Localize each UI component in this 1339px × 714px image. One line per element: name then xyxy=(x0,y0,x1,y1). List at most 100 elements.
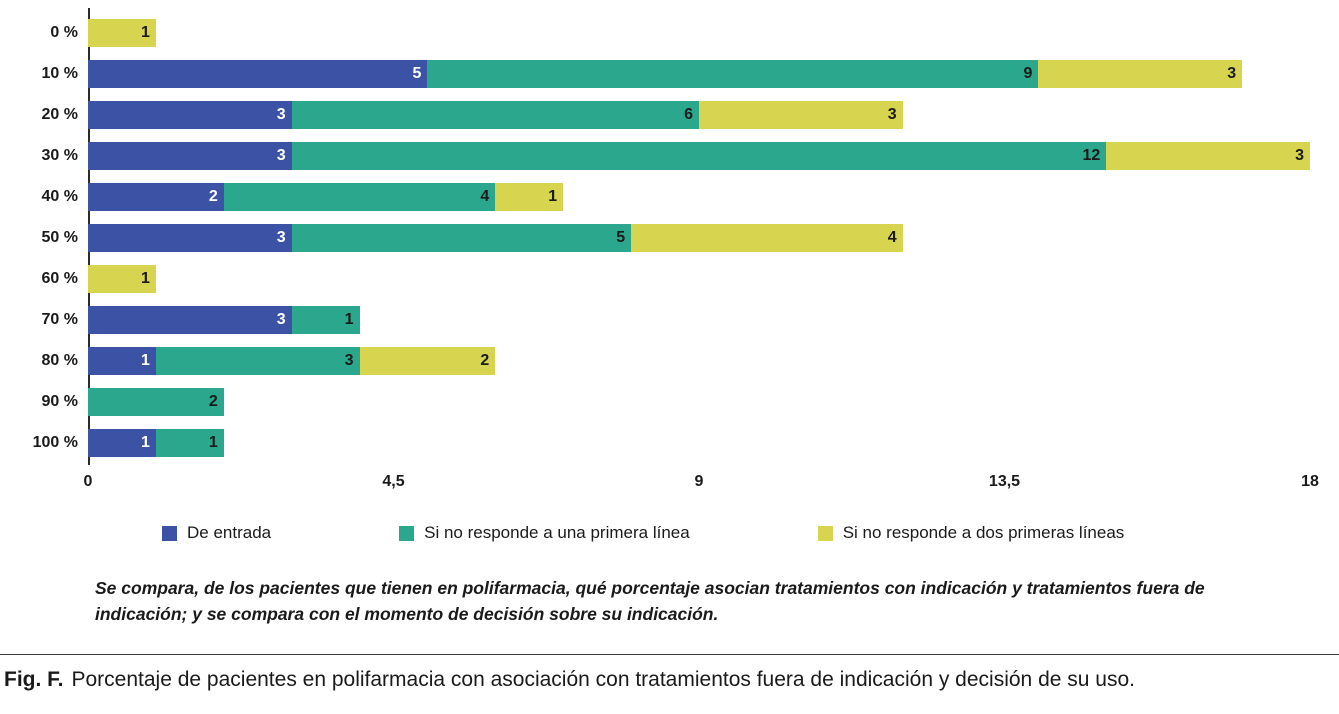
chart-row: 30 % 3 12 3 xyxy=(0,135,1339,176)
bar-value-label: 3 xyxy=(276,228,286,246)
x-axis-tick-label: 18 xyxy=(1301,473,1319,490)
y-axis-tick-label: 70 % xyxy=(41,310,78,328)
bar-segment-primera-linea: 5 xyxy=(291,223,632,252)
chart-row: 80 % 1 3 2 xyxy=(0,340,1339,381)
bar-track: 3 12 3 xyxy=(88,141,1310,170)
chart-row: 70 % 3 1 xyxy=(0,299,1339,340)
bar-value-label: 1 xyxy=(344,310,354,328)
bar-value-label: 1 xyxy=(140,269,150,287)
bar-segment-primera-linea: 1 xyxy=(155,428,224,457)
chart-footnote: Se compara, de los pacientes que tienen … xyxy=(95,578,1205,625)
bar-value-label: 3 xyxy=(344,351,354,369)
bar-segment-primera-linea: 6 xyxy=(291,100,699,129)
bar-value-label: 3 xyxy=(276,310,286,328)
bar-segment-dos-primeras-lineas: 3 xyxy=(1106,141,1310,170)
bar-value-label: 2 xyxy=(480,351,490,369)
legend-item-dos-primeras-lineas: Si no responde a dos primeras líneas xyxy=(817,523,1125,543)
bar-segment-primera-linea: 9 xyxy=(427,59,1039,88)
bar-track: 1 xyxy=(88,264,1310,293)
bar-value-label: 9 xyxy=(1023,64,1033,82)
chart-row: 60 % 1 xyxy=(0,258,1339,299)
bar-value-label: 3 xyxy=(1227,64,1237,82)
figure-panel: 0 % 1 10 % 5 9 3 20 % 3 6 3 30 % 3 12 3 40 % 2 4 1 50 % 3 5 4… xyxy=(0,8,1339,714)
y-axis-tick-label: 0 % xyxy=(50,23,78,41)
y-axis-tick-label: 20 % xyxy=(41,105,78,123)
bar-segment-dos-primeras-lineas: 1 xyxy=(88,18,156,47)
chart-row: 40 % 2 4 1 xyxy=(0,176,1339,217)
bar-track: 2 xyxy=(88,387,1310,416)
figure-caption-text: Porcentaje de pacientes en polifarmacia … xyxy=(71,667,1135,691)
legend-item-primera-linea: Si no responde a una primera línea xyxy=(399,523,690,543)
chart-row: 0 % 1 xyxy=(0,12,1339,53)
bar-segment-primera-linea: 1 xyxy=(291,305,360,334)
y-axis-tick-label: 50 % xyxy=(41,228,78,246)
plot-rows: 0 % 1 10 % 5 9 3 20 % 3 6 3 30 % 3 12 3 40 % 2 4 1 50 % 3 5 4… xyxy=(0,8,1339,465)
y-axis-tick-label: 10 % xyxy=(41,64,78,82)
y-axis-tick-label: 60 % xyxy=(41,269,78,287)
bar-value-label: 4 xyxy=(887,228,897,246)
y-axis-tick-label: 90 % xyxy=(41,392,78,410)
bar-value-label: 3 xyxy=(1295,146,1304,164)
bar-value-label: 3 xyxy=(887,105,897,123)
bar-value-label: 5 xyxy=(412,64,422,82)
bar-value-label: 1 xyxy=(140,433,150,451)
bar-segment-dos-primeras-lineas: 2 xyxy=(359,346,496,375)
bar-segment-primera-linea: 12 xyxy=(291,141,1107,170)
figure-label: Fig. F. xyxy=(4,667,64,691)
y-axis-tick-label: 100 % xyxy=(32,433,78,451)
legend-item-de-entrada: De entrada xyxy=(162,523,271,543)
bar-value-label: 3 xyxy=(276,146,286,164)
bar-value-label: 2 xyxy=(208,187,218,205)
bar-value-label: 1 xyxy=(548,187,558,205)
bar-track: 5 9 3 xyxy=(88,59,1310,88)
x-axis: 0 4,5 9 13,5 18 xyxy=(84,471,1319,493)
figure-caption: Fig. F. Porcentaje de pacientes en polifa… xyxy=(4,667,1335,693)
legend-label-de-entrada: De entrada xyxy=(187,523,272,542)
bar-segment-de-entrada: 2 xyxy=(88,182,224,211)
x-axis-tick-label: 9 xyxy=(694,473,704,490)
chart-row: 90 % 2 xyxy=(0,381,1339,422)
y-axis-tick-label: 80 % xyxy=(41,351,78,369)
bar-segment-primera-linea: 3 xyxy=(155,346,360,375)
x-axis-tick-label: 0 xyxy=(83,473,93,490)
chart-row: 20 % 3 6 3 xyxy=(0,94,1339,135)
x-axis-tick-label: 4,5 xyxy=(382,473,405,490)
bar-segment-de-entrada: 3 xyxy=(88,100,292,129)
legend-swatch-primera-linea xyxy=(399,525,415,541)
x-axis-tick-label: 13,5 xyxy=(988,473,1021,490)
bar-track: 3 5 4 xyxy=(88,223,1310,252)
bar-segment-primera-linea: 2 xyxy=(88,387,224,416)
bar-track: 1 3 2 xyxy=(88,346,1310,375)
bar-value-label: 1 xyxy=(140,351,150,369)
bar-track: 1 xyxy=(88,18,1310,47)
bar-value-label: 5 xyxy=(616,228,626,246)
bar-value-label: 3 xyxy=(276,105,286,123)
bar-track: 3 6 3 xyxy=(88,100,1310,129)
bar-segment-de-entrada: 3 xyxy=(88,305,292,334)
bar-value-label: 1 xyxy=(140,23,150,41)
bar-segment-dos-primeras-lineas: 3 xyxy=(1038,59,1243,88)
bar-segment-de-entrada: 1 xyxy=(88,346,156,375)
bar-value-label: 12 xyxy=(1082,146,1101,164)
separator-line xyxy=(0,653,1339,655)
bar-segment-primera-linea: 4 xyxy=(223,182,496,211)
bar-value-label: 2 xyxy=(208,392,218,410)
bar-segment-dos-primeras-lineas: 4 xyxy=(631,223,903,252)
bar-value-label: 1 xyxy=(208,433,218,451)
legend-label-dos-primeras-lineas: Si no responde a dos primeras líneas xyxy=(842,523,1125,542)
y-axis-tick-label: 40 % xyxy=(41,187,78,205)
legend-swatch-de-entrada xyxy=(162,525,177,541)
chart-row: 10 % 5 9 3 xyxy=(0,53,1339,94)
bar-value-label: 6 xyxy=(684,105,693,123)
chart-row: 100 % 1 1 xyxy=(0,422,1339,463)
y-axis-tick-label: 30 % xyxy=(41,146,78,164)
bar-segment-de-entrada: 1 xyxy=(88,428,156,457)
chart-row: 50 % 3 5 4 xyxy=(0,217,1339,258)
bar-segment-de-entrada: 5 xyxy=(88,59,428,88)
bar-segment-dos-primeras-lineas: 1 xyxy=(495,182,564,211)
bar-segment-de-entrada: 3 xyxy=(88,141,292,170)
bar-value-label: 4 xyxy=(480,187,490,205)
bar-segment-dos-primeras-lineas: 3 xyxy=(698,100,903,129)
